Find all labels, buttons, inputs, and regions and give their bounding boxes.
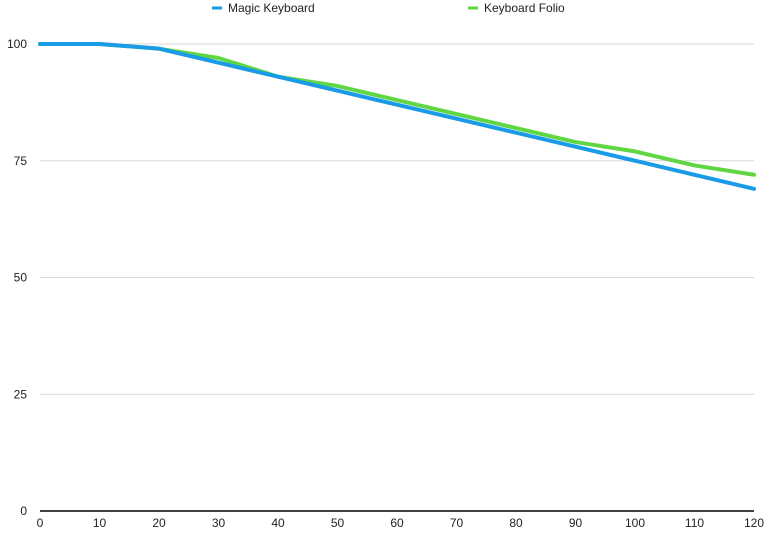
x-tick-label: 60 — [390, 516, 404, 530]
y-gridlines — [40, 43, 754, 395]
x-tick-label: 70 — [450, 516, 464, 530]
y-tick-label: 25 — [14, 387, 28, 401]
legend-item-magic-keyboard: Magic Keyboard — [212, 1, 315, 15]
x-tick-label: 80 — [509, 516, 523, 530]
x-tick-label: 20 — [152, 516, 166, 530]
y-tick-label: 0 — [20, 504, 27, 518]
y-tick-label: 100 — [7, 37, 27, 51]
x-tick-label: 110 — [685, 516, 704, 530]
chart-legend: Magic Keyboard Keyboard Folio — [212, 1, 565, 15]
series-line-keyboard-folio — [38, 42, 756, 177]
x-tick-label: 10 — [93, 516, 107, 530]
x-tick-label: 40 — [271, 516, 285, 530]
x-tick-label: 30 — [212, 516, 226, 530]
legend-label: Magic Keyboard — [228, 1, 315, 15]
legend-label: Keyboard Folio — [484, 1, 565, 15]
y-axis-ticks: 0 25 50 75 100 — [7, 37, 27, 518]
x-axis-ticks: 0 10 20 30 40 50 60 70 80 90 100 110 120 — [37, 516, 765, 530]
x-tick-label: 50 — [331, 516, 345, 530]
x-tick-label: 100 — [625, 516, 645, 530]
legend-item-keyboard-folio: Keyboard Folio — [468, 1, 565, 15]
series-lines — [38, 42, 756, 191]
x-tick-label: 90 — [569, 516, 583, 530]
x-tick-label: 0 — [37, 516, 44, 530]
y-tick-label: 75 — [14, 154, 28, 168]
x-tick-label: 120 — [744, 516, 764, 530]
y-tick-label: 50 — [14, 271, 28, 285]
series-line-magic-keyboard — [38, 42, 756, 191]
